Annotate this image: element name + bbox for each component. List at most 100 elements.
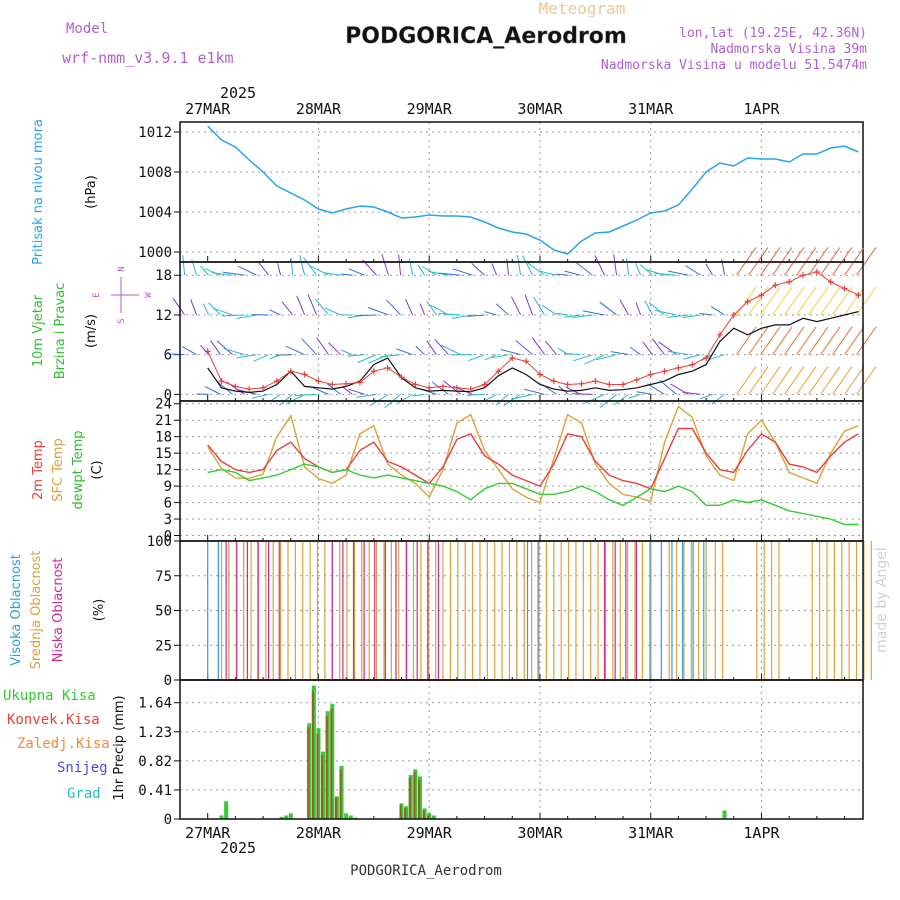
y-tick-label: 75 [155,569,172,585]
wind-arrow [270,393,281,402]
total-precip-bar [224,801,229,819]
y-tick-label: 1000 [138,245,172,261]
y-tick-label: 1.64 [138,696,172,712]
conv-precip-bar [334,797,337,819]
wind-arrow [700,393,713,400]
wind-arrow [808,366,829,395]
elevation: Nadmorska Visina 39m [710,42,867,57]
bottom-date-label: 28MAR [296,824,342,842]
wind-arrow [856,366,877,395]
legend-total-precip: Ukupna Kisa [3,688,96,704]
wind-arrow [748,286,769,316]
wind-arrow [495,393,509,406]
wind-arrow [269,309,281,316]
wind-arrow [856,286,877,316]
wind-arrow [419,303,426,316]
wind-arrow [405,299,414,316]
wind-arrow [515,340,533,356]
wind-arrow [541,304,557,316]
wind-arrow [760,326,781,355]
wind-arrow [808,326,829,355]
wind-arrow [237,265,257,276]
y-tick-label: 6 [164,496,172,512]
wind-arrow [545,340,557,355]
y-tick-label: 25 [155,638,172,654]
wind-arrow [611,351,629,356]
wind-arrow [784,326,805,355]
wind-arrow [281,301,293,316]
panel-border [179,261,864,402]
wind-arrow [709,354,725,360]
wind-arrow [635,263,642,276]
pressure-line [207,125,859,255]
wind-arrow [531,337,545,355]
top-date-labels: 27MAR 28MAR 29MAR 30MAR 31MAR 1APR [185,100,780,118]
wind-arrow [642,341,653,355]
wind-arrow [211,272,233,276]
wind-arrow [644,300,654,316]
wind-arrow [398,254,402,276]
bottom-date-label: 31MAR [628,824,674,842]
y-tick-label: 15 [155,446,172,462]
wind-arrow [619,299,630,316]
wind-arrow [172,297,186,316]
wind-arrow [285,345,305,356]
y-tick-label: 0 [164,529,172,545]
wind-arrow [711,393,725,405]
wind-arrow [309,265,329,276]
wind-arrow [485,393,497,401]
top-date-label: 30MAR [517,100,563,118]
wind-arrow [279,393,293,406]
wind-arrow [222,271,245,276]
year-label-bottom: 2025 [220,839,256,857]
wind-compass: N S E W [92,266,154,323]
legend-snow: Snijeg [57,760,108,776]
pressure-label: Pritisak na nivou mora [31,119,46,265]
wind-arrow [856,247,877,276]
conv-precip-bar [413,772,416,819]
wind-arrow [772,326,793,355]
conv-precip-bar [408,777,411,819]
y-tick-label: 50 [155,604,172,620]
total-precip-bar [279,816,284,819]
wind-arrow [856,326,877,355]
y-tick-label: 0.41 [138,783,172,799]
wind-arrow [555,312,569,316]
wind-arrow [396,348,413,356]
wind-arrow [181,394,196,401]
wind-arrow [533,296,545,316]
wind-arrow [471,263,485,276]
wind-arrow [367,306,389,316]
total-precip-bar [288,813,293,819]
cloud-panel: 0 25 50 75 100 [147,534,872,689]
wind-arrow [451,314,473,319]
wind-arrow [467,314,485,317]
wind-arrow [832,326,853,355]
wind-arrow [844,286,865,316]
panel-border [179,121,864,263]
mid-cloud-label: Srednja Oblacnost [29,551,44,670]
wind-arrow [204,386,221,395]
wind-arrow [784,286,805,316]
wind-arrow [257,261,270,276]
station-title: PODGORICA_Aerodrom [345,24,627,49]
wind-arrow [651,338,665,355]
wind-arrow [164,353,185,356]
wind-arrow [760,366,781,395]
wind-arrow [253,354,269,362]
y-tick-label: 0 [164,812,172,828]
wind-arrow [710,305,725,316]
wind-arrow [438,272,461,276]
wind-arrow [820,286,841,316]
y-tick-label: 18 [155,430,172,446]
wind-arrow [275,354,293,356]
wind-arrow [564,270,581,276]
wind-arrow [555,273,569,276]
conv-precip-bar [330,709,333,819]
wind-arrow [524,388,545,395]
wind-arrow [316,337,330,355]
compass-north: N [117,266,127,271]
wind-arrow [323,272,341,276]
wind-arrow [527,262,545,276]
wind-arrow [324,307,341,316]
